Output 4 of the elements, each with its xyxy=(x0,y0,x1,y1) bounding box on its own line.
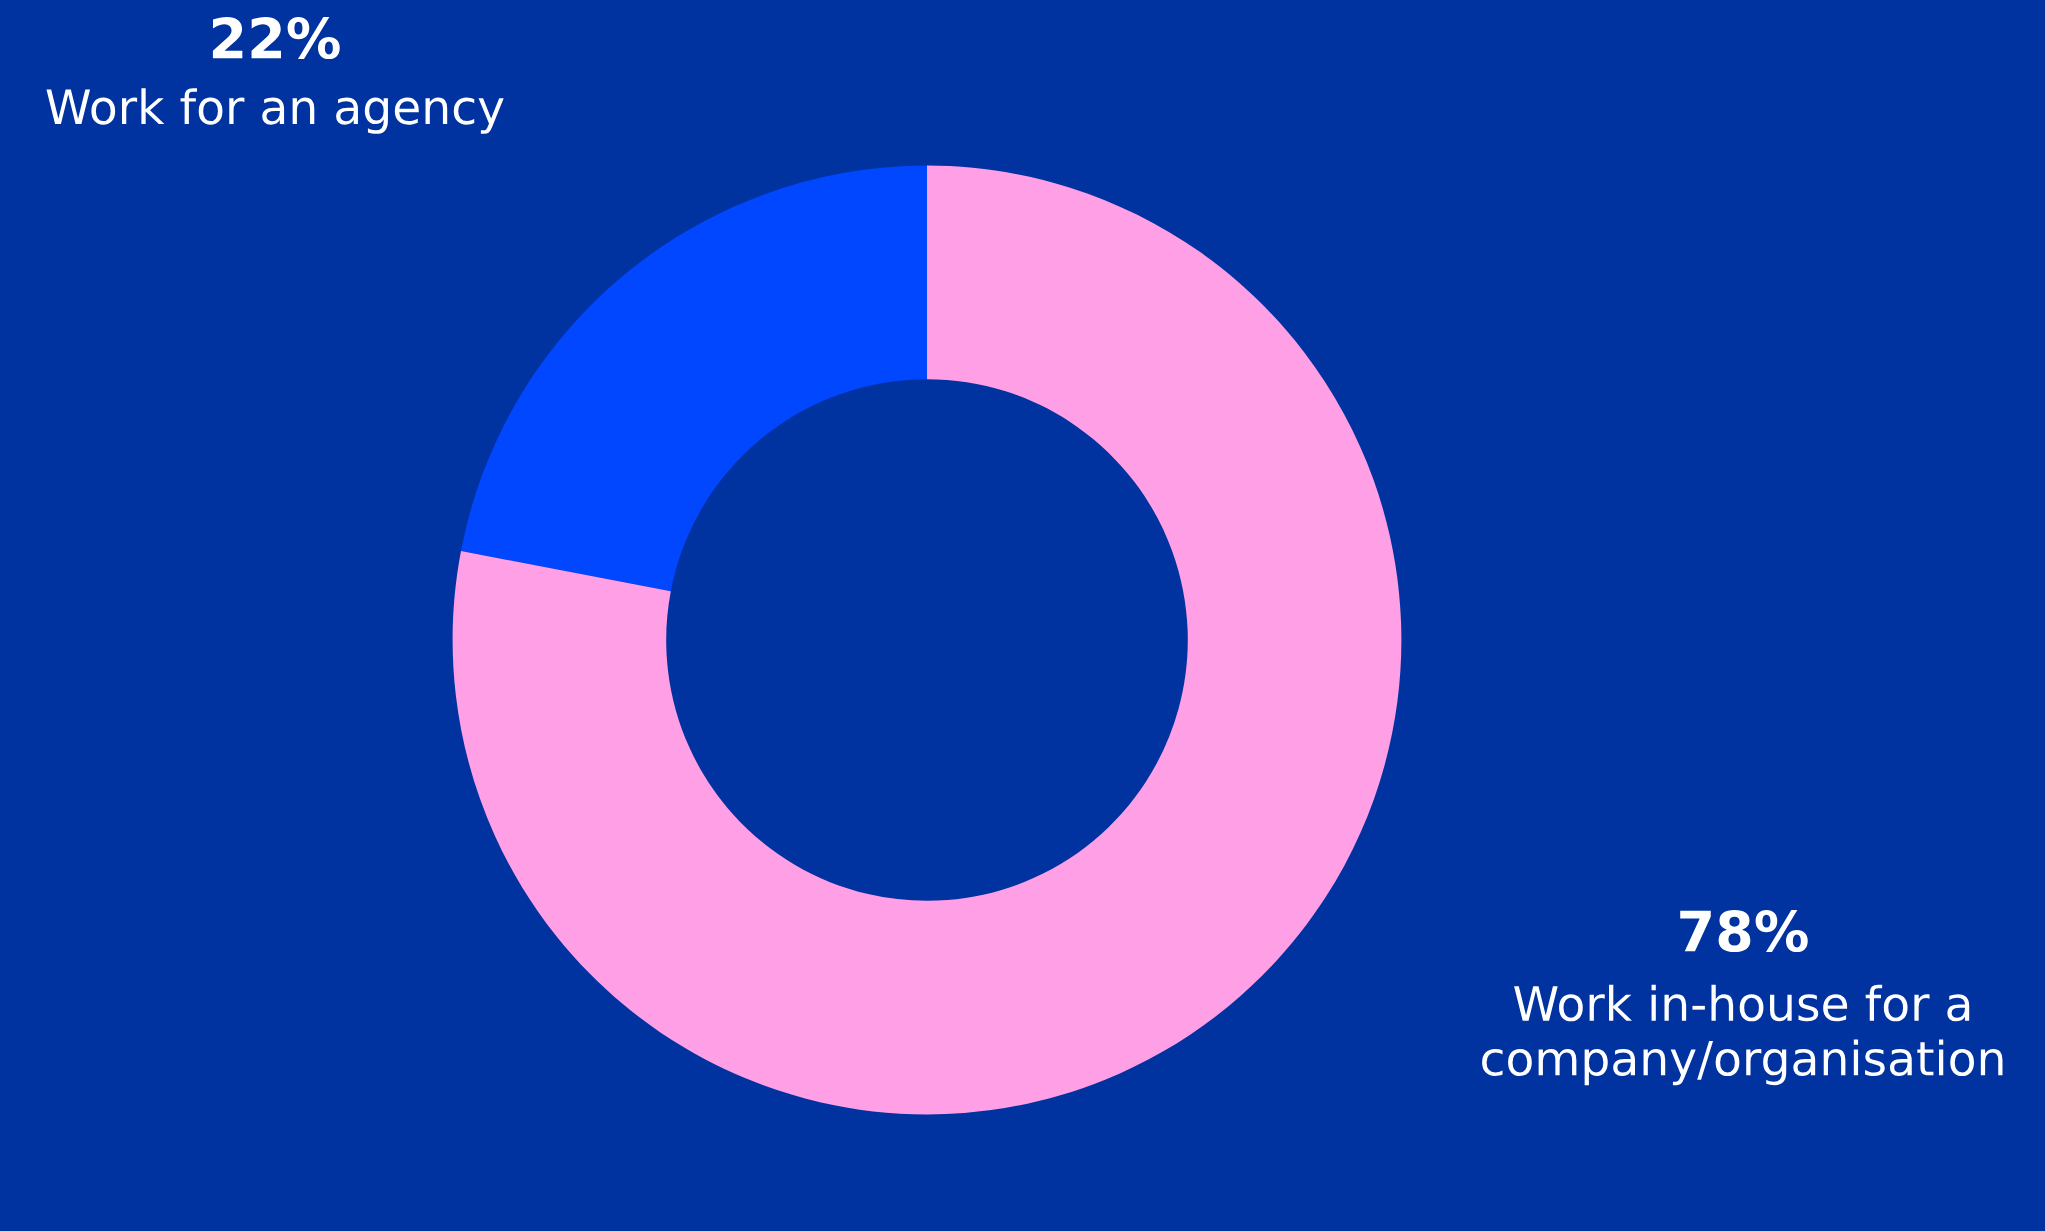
data-label: 78% xyxy=(1680,910,1808,953)
slice-label: Work for an agency xyxy=(46,88,504,134)
data-label: 22% xyxy=(212,17,340,60)
slice-label: Work in-house for a company/organisation xyxy=(1482,984,2003,1086)
